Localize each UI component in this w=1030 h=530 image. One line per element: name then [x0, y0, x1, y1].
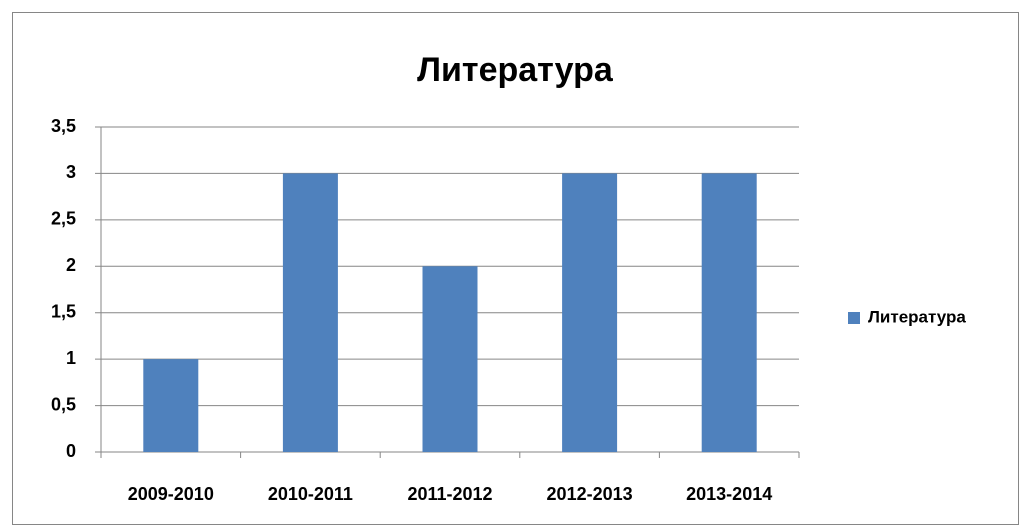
y-tick-label: 0	[66, 441, 76, 461]
y-tick-label: 1,5	[51, 301, 76, 321]
legend-label: Литература	[868, 307, 966, 326]
x-tick-label: 2012-2013	[547, 484, 633, 504]
bar	[282, 173, 338, 452]
y-tick-label: 2,5	[51, 209, 76, 229]
chart-title: Литература	[417, 51, 614, 89]
bar	[562, 173, 618, 452]
y-tick-label: 1	[66, 348, 76, 368]
x-tick-label: 2013-2014	[686, 484, 772, 504]
y-tick-label: 2	[66, 255, 76, 275]
y-tick-label: 3,5	[51, 116, 76, 136]
y-tick-label: 3	[66, 162, 76, 182]
legend-swatch	[848, 312, 860, 324]
bar	[701, 173, 757, 452]
x-tick-label: 2010-2011	[268, 484, 353, 504]
x-tick-label: 2009-2010	[128, 484, 214, 504]
bar	[143, 359, 199, 452]
y-tick-label: 0,5	[51, 394, 76, 414]
x-tick-label: 2011-2012	[407, 484, 492, 504]
bar	[422, 266, 478, 452]
